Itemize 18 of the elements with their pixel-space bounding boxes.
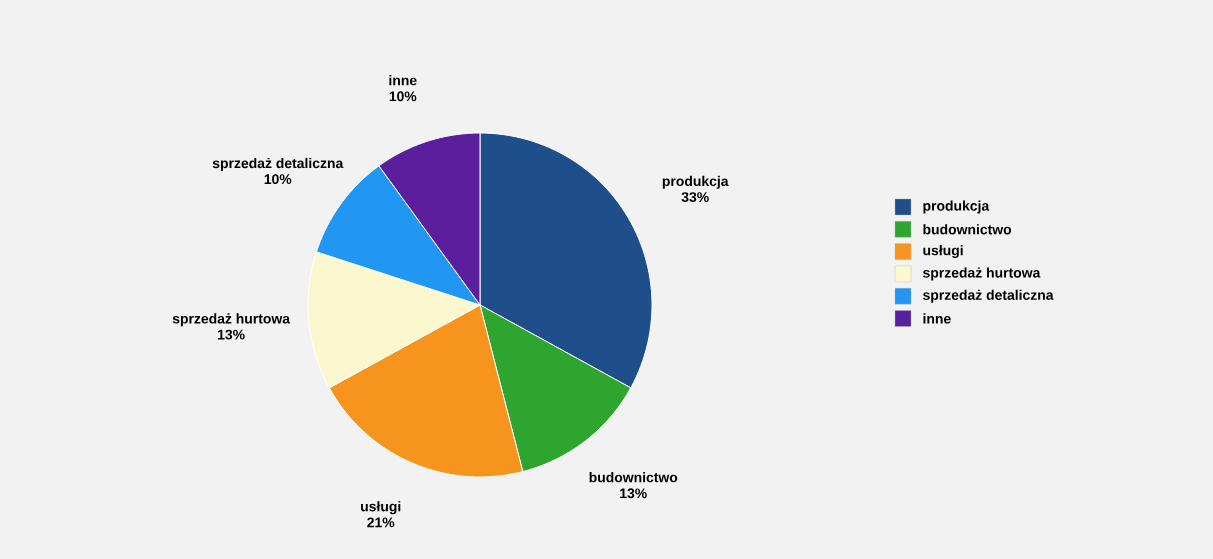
legend-label: budownictwo [923,224,1012,235]
slice-label: sprzedaż hurtowa [172,313,291,327]
data-label: 13% [218,329,245,340]
slice-label: usługi [361,501,401,515]
legend-label: inne [923,313,951,324]
slice-label: inne [389,75,417,86]
legend-label: usługi [923,245,963,259]
slice-label: budownictwo [589,472,678,483]
slice-label: produkcja [662,175,729,189]
data-label: 33% [681,192,709,203]
data-label: 10% [264,174,292,185]
legend-label: produkcja [923,200,990,214]
data-label: 10% [389,91,417,102]
legend-label: sprzedaż detaliczna [923,289,1054,303]
legend-label: sprzedaż hurtowa [923,267,1041,281]
data-label: 13% [620,488,647,499]
data-label: 21% [367,517,395,528]
slice-label: sprzedaż detaliczna [212,157,344,171]
